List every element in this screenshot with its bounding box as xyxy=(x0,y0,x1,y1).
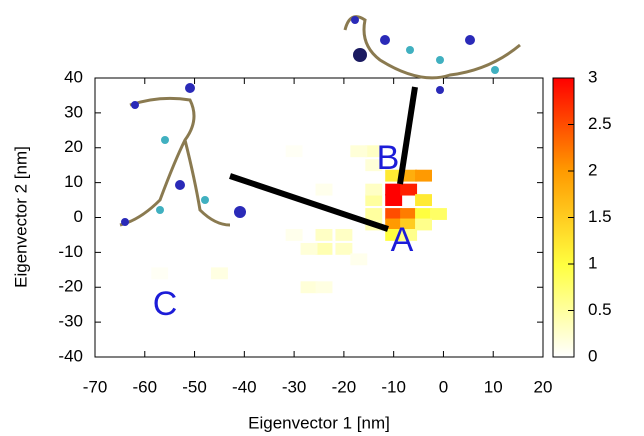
heatmap-cell xyxy=(385,208,403,220)
y-axis-label: Eigenvector 2 [nm] xyxy=(11,146,30,288)
heatmap-cells xyxy=(151,145,447,294)
heatmap-cell xyxy=(350,145,368,158)
heatmap-cell xyxy=(335,229,353,241)
annotation: B xyxy=(377,139,400,177)
heatmap-cell xyxy=(151,267,169,280)
molecule-structure xyxy=(119,15,521,227)
heatmap-cell xyxy=(415,218,432,231)
x-tick-label: 20 xyxy=(534,377,553,396)
y-tick-label: -40 xyxy=(58,346,83,365)
x-tick-label: 0 xyxy=(439,377,448,396)
x-tick-label: -20 xyxy=(332,377,357,396)
heatmap-cell xyxy=(415,194,432,206)
heatmap-cell xyxy=(385,218,403,231)
heatmap-cell xyxy=(385,169,403,182)
annotation: A xyxy=(391,221,414,259)
heatmap-cell xyxy=(430,208,447,220)
heatmap-cell xyxy=(400,169,418,182)
colorbar-tick-label: 0 xyxy=(588,346,597,365)
heatmap-cell xyxy=(315,229,333,241)
heatmap-cell xyxy=(285,145,303,158)
x-axis-label: Eigenvector 1 [nm] xyxy=(248,413,390,432)
x-tick-label: -60 xyxy=(132,377,157,396)
colorbar-tick-label: 2 xyxy=(588,160,597,179)
y-tick-label: 40 xyxy=(64,67,83,86)
y-tick-label: 20 xyxy=(64,137,83,156)
heatmap-cell xyxy=(335,242,353,255)
heatmap-cell xyxy=(315,183,333,196)
y-tick-label: 10 xyxy=(64,172,83,191)
heatmap-cell xyxy=(300,242,318,255)
heatmap-cell xyxy=(400,208,418,220)
heatmap-cell xyxy=(385,194,403,206)
x-tick-label: -30 xyxy=(282,377,307,396)
heatmap-cell xyxy=(415,169,432,182)
colorbar-tick-label: 2.5 xyxy=(588,114,612,133)
colorbar-tick-label: 3 xyxy=(588,67,597,86)
molecule-bases xyxy=(121,16,499,226)
heatmap-cell xyxy=(300,281,318,294)
heatmap-cell xyxy=(365,159,383,172)
heatmap-cell xyxy=(350,253,368,266)
heatmap-cell xyxy=(415,208,432,220)
y-tick-label: 30 xyxy=(64,102,83,121)
x-tick-label: -10 xyxy=(381,377,406,396)
heatmap-cell xyxy=(365,208,383,220)
x-tick-label: 10 xyxy=(484,377,503,396)
heatmap-cell xyxy=(400,183,418,196)
heatmap-cell xyxy=(365,194,383,206)
heatmap-cell xyxy=(400,229,418,241)
heatmap-cell xyxy=(365,145,383,158)
pointer-line xyxy=(229,173,389,232)
heatmap-cell xyxy=(315,242,333,255)
y-tick-label: -30 xyxy=(58,312,83,331)
heatmap-cell xyxy=(400,218,418,231)
heatmap-cell xyxy=(285,229,303,241)
colorbar-tick-label: 0.5 xyxy=(588,300,612,319)
y-tick-label: -20 xyxy=(58,277,83,296)
x-tick-label: -50 xyxy=(182,377,207,396)
heatmap-cell xyxy=(315,281,333,294)
colorbar-tick-label: 1.5 xyxy=(588,207,612,226)
pointer-line xyxy=(397,86,418,185)
annotation: C xyxy=(153,285,178,323)
heatmap-cell xyxy=(385,183,403,196)
colorbar-tick-label: 1 xyxy=(588,253,597,272)
x-tick-label: -40 xyxy=(232,377,257,396)
y-tick-label: -10 xyxy=(58,242,83,261)
heatmap-cell xyxy=(210,267,228,280)
x-tick-label: -70 xyxy=(83,377,108,396)
heatmap-cell xyxy=(365,183,383,196)
y-tick-label: 0 xyxy=(74,207,83,226)
heatmap-cell xyxy=(385,229,403,241)
